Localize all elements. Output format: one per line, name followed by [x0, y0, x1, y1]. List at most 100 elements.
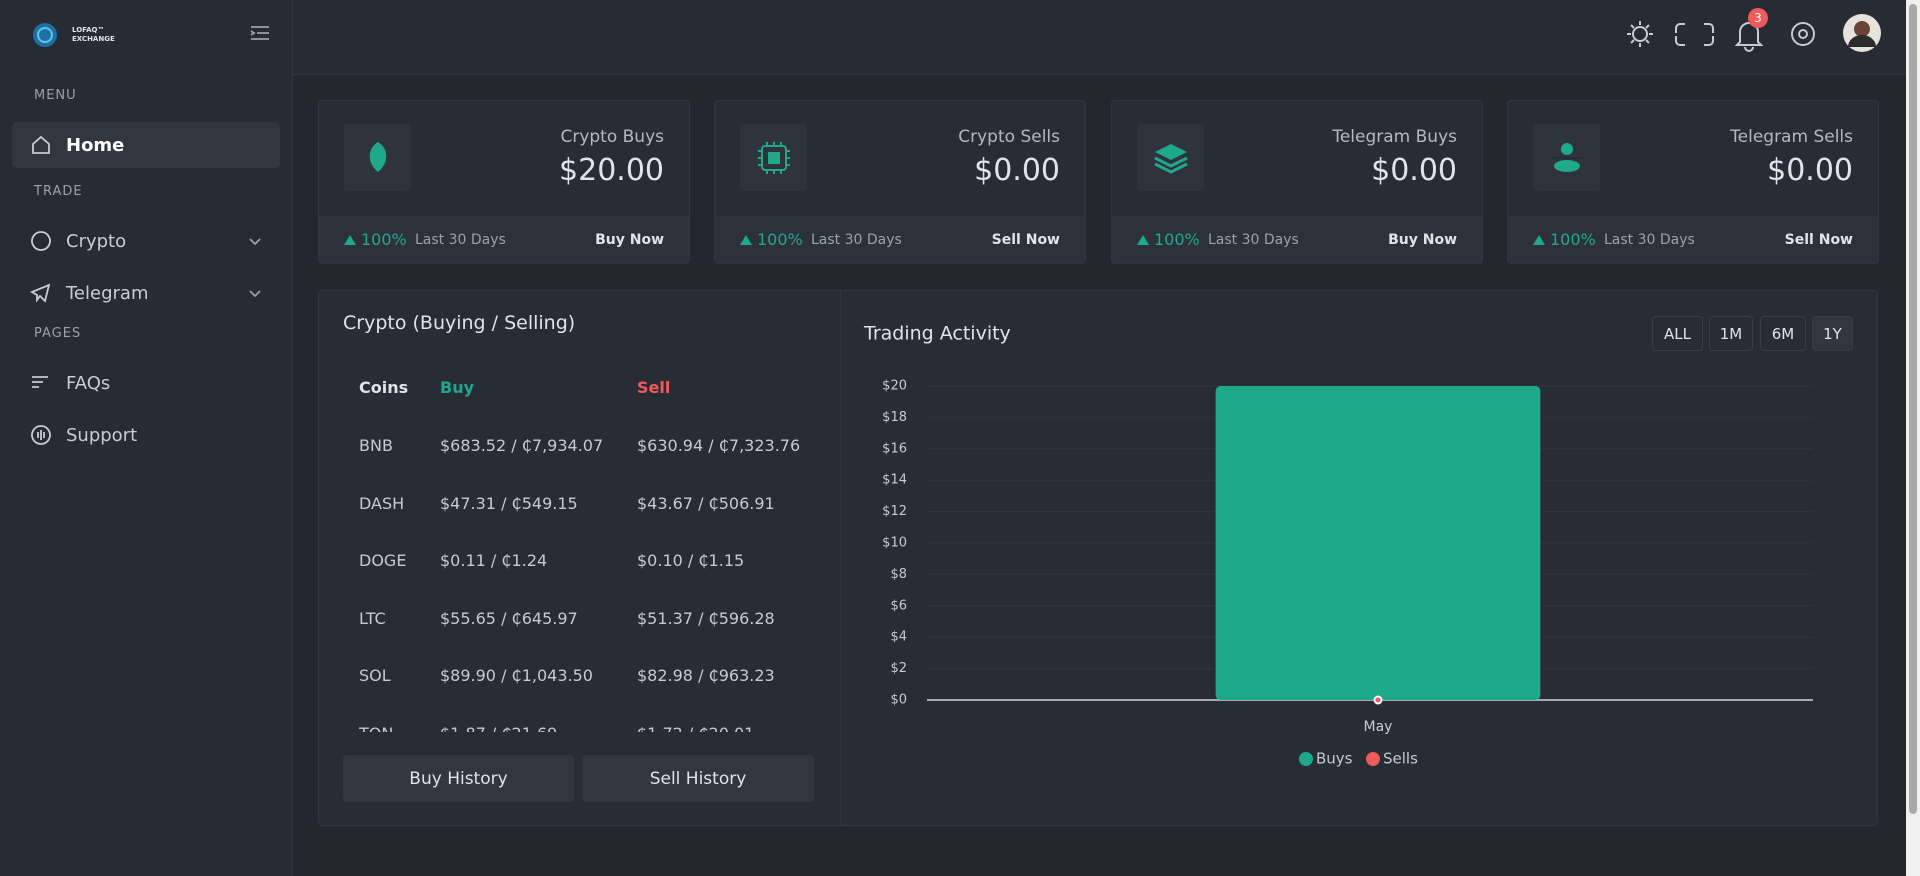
stat-period: Last 30 Days — [1604, 232, 1695, 248]
y-tick-label: $2 — [890, 661, 907, 676]
trading-chart: Trading Activity $0 $2 $4 $6 $8 $10 $12 $14 $16 $… — [863, 323, 1813, 768]
sell-history-button[interactable]: Sell History — [582, 755, 814, 802]
nav-label[interactable]: Home — [66, 134, 125, 156]
nav-icon — [32, 135, 50, 154]
section-label: MENU — [34, 88, 77, 103]
card-footer — [1112, 216, 1482, 263]
chevron — [249, 238, 261, 246]
nav-label[interactable]: FAQs — [66, 372, 111, 394]
y-tick-label: $14 — [882, 473, 907, 488]
stat-action[interactable]: Buy Now — [1388, 232, 1457, 248]
divider — [840, 290, 841, 826]
y-tick-label: $4 — [890, 630, 907, 645]
bar — [1215, 386, 1541, 700]
stat-value: $0.00 — [1767, 153, 1853, 188]
table-header: Buy — [440, 378, 475, 397]
stat-change: 100% — [1154, 230, 1200, 249]
stat-period: Last 30 Days — [811, 232, 902, 248]
stat-card: Crypto Buys $20.00 100% Last 30 Days Buy Now — [318, 100, 690, 264]
stat-change: 100% — [757, 230, 803, 249]
table-header: Sell — [637, 378, 671, 397]
nav-item[interactable]: Crypto — [12, 218, 280, 264]
trend-arrow — [344, 235, 356, 245]
stat-value: $0.00 — [974, 153, 1060, 188]
logo-text: LOFAQ™ EXCHANGE — [72, 26, 115, 43]
y-tick-label: $18 — [882, 410, 907, 425]
stat-title: Telegram Buys — [1332, 127, 1457, 147]
legend-swatch — [1366, 752, 1380, 766]
range-button[interactable]: ALL — [1652, 316, 1703, 351]
nav-item[interactable]: Home — [12, 122, 280, 168]
stat-icon — [740, 124, 807, 191]
y-tick-label: $20 — [882, 379, 907, 394]
card-footer — [1508, 216, 1878, 263]
table-cell: DASH — [359, 493, 405, 513]
menu-toggle[interactable] — [249, 24, 271, 42]
topbar: 3 — [293, 0, 1906, 75]
nav-item[interactable]: FAQs — [12, 360, 280, 406]
stat-card: Telegram Sells $0.00 100% Last 30 Days Sell … — [1507, 100, 1879, 264]
range-button[interactable]: 1M — [1709, 316, 1753, 351]
nav-item[interactable]: Telegram — [12, 270, 280, 316]
trend-arrow — [740, 235, 752, 245]
y-tick-label: $10 — [882, 536, 907, 551]
y-tick-label: $6 — [890, 598, 907, 613]
y-tick-label: $8 — [890, 567, 907, 582]
stat-title: Crypto Buys — [560, 127, 664, 147]
nav-label[interactable]: Support — [66, 424, 138, 446]
chart-title: Trading Activity — [863, 323, 1011, 345]
stat-value: $20.00 — [559, 153, 664, 188]
stat-period: Last 30 Days — [1208, 232, 1299, 248]
stat-title: Telegram Sells — [1730, 127, 1853, 147]
table-cell: $0.11 / ₵1.24 — [440, 551, 548, 570]
range-button[interactable]: 6M — [1760, 316, 1806, 351]
avatar[interactable] — [1843, 14, 1881, 52]
table-cell: DOGE — [359, 551, 407, 570]
card-footer — [319, 216, 689, 263]
table-cell: $0.10 / ₵1.15 — [637, 551, 745, 570]
table-header: Coins — [359, 378, 409, 397]
table-cell: $1.72 / ₵20.01 — [637, 724, 754, 733]
nav-item[interactable]: Support — [12, 412, 280, 458]
legend-label: Sells — [1383, 750, 1418, 768]
scrollbar[interactable] — [1906, 0, 1920, 876]
nav-icon — [31, 425, 51, 445]
table-title: Crypto (Buying / Selling) — [343, 312, 576, 334]
nav-icon — [32, 376, 48, 388]
stat-value: $0.00 — [1371, 153, 1457, 188]
stat-action[interactable]: Sell Now — [991, 232, 1060, 248]
stat-change: 100% — [361, 230, 407, 249]
buy-history-button[interactable]: Buy History — [343, 755, 574, 802]
stat-period: Last 30 Days — [415, 232, 506, 248]
scroll-thumb[interactable] — [1909, 4, 1917, 814]
table-cell: LTC — [359, 608, 386, 628]
stat-card: Telegram Buys $0.00 100% Last 30 Days Buy No… — [1111, 100, 1483, 264]
stat-icon — [1533, 124, 1600, 191]
range-button[interactable]: 1Y — [1812, 316, 1853, 351]
stat-action[interactable]: Sell Now — [1784, 232, 1853, 248]
y-tick-label: $16 — [882, 441, 907, 456]
topbar-icons — [1627, 21, 1815, 52]
nav-label[interactable]: Telegram — [66, 282, 149, 304]
nav-icon — [31, 231, 51, 251]
icon-glyph — [1551, 143, 1583, 172]
table-cell: $89.90 / ₵1,043.50 — [440, 666, 593, 685]
chevron — [249, 290, 261, 298]
section-label: PAGES — [34, 326, 82, 341]
nav-label[interactable]: Crypto — [66, 230, 127, 252]
table-cell: $51.37 / ₵596.28 — [637, 608, 775, 628]
sidebar: LOFAQ™ EXCHANGE MENU Home TRADE Crypto Teleg… — [0, 0, 293, 876]
section-label: TRADE — [34, 184, 83, 199]
table-cell: $43.67 / ₵506.91 — [637, 493, 775, 513]
stat-action[interactable]: Buy Now — [595, 232, 664, 248]
stat-title: Crypto Sells — [958, 127, 1060, 147]
table-cell: $1.87 / ₵21.69 — [440, 724, 557, 733]
stat-change: 100% — [1550, 230, 1596, 249]
icon-glyph — [369, 142, 387, 172]
legend-label: Buys — [1316, 750, 1353, 768]
table-cell: SOL — [359, 666, 391, 685]
icon-glyph — [1154, 144, 1188, 174]
crypto-table: Coins Buy Sell BNB $683.52 / ₵7,934.07 $630.9… — [343, 362, 823, 732]
y-tick-label: $0 — [890, 693, 907, 708]
